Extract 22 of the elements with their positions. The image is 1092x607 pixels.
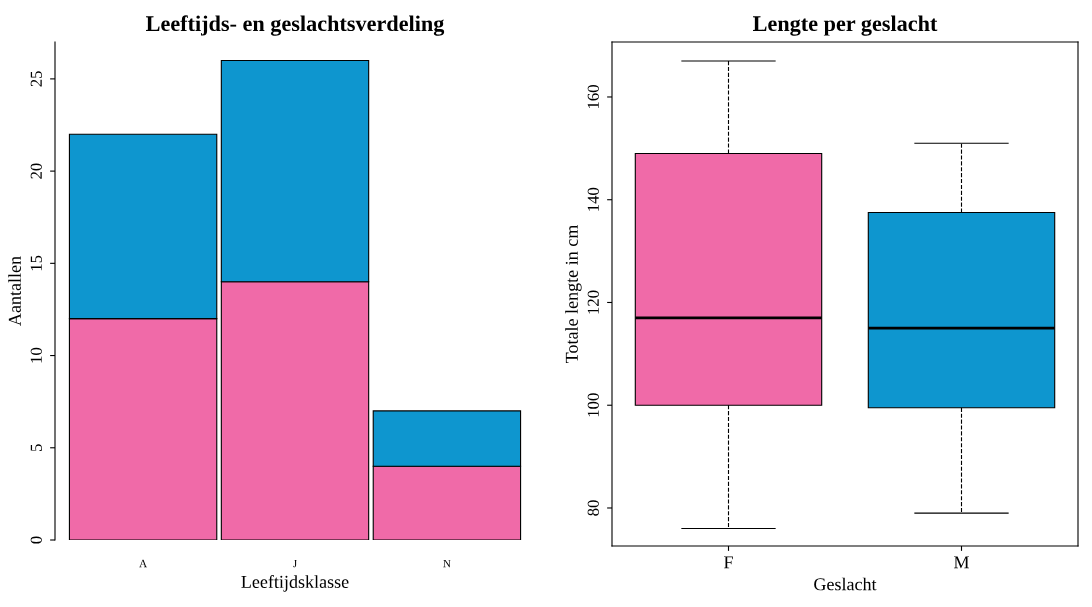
y-tick-label: 5 (30, 444, 42, 451)
x-tick-label: N (443, 559, 451, 568)
x-tick-label: M (953, 556, 969, 569)
y-tick-label: 140 (587, 187, 599, 211)
y-tick-label: 25 (30, 71, 42, 87)
y-tick-label: 80 (587, 500, 599, 516)
y-tick-label: 15 (30, 255, 42, 271)
x-tick-label: F (724, 556, 733, 569)
x-tick-label: J (293, 559, 297, 568)
y-tick-label: 100 (587, 393, 599, 417)
x-axis-title: Geslacht (814, 577, 877, 591)
x-tick-label: A (139, 559, 148, 568)
chart-title: Lengte per geslacht (753, 15, 938, 36)
y-tick-label: 20 (30, 163, 42, 179)
x-axis-title: Leeftijdsklasse (241, 575, 349, 592)
chart-title: Leeftijds- en geslachtsverdeling (146, 15, 445, 36)
y-tick-label: 10 (30, 347, 42, 363)
y-tick-label: 160 (587, 85, 599, 109)
y-axis-title: Totale lengte in cm (565, 224, 582, 363)
y-tick-label: 0 (30, 536, 42, 544)
y-axis-title: Aantallen (8, 256, 21, 326)
y-tick-label: 120 (587, 290, 599, 314)
